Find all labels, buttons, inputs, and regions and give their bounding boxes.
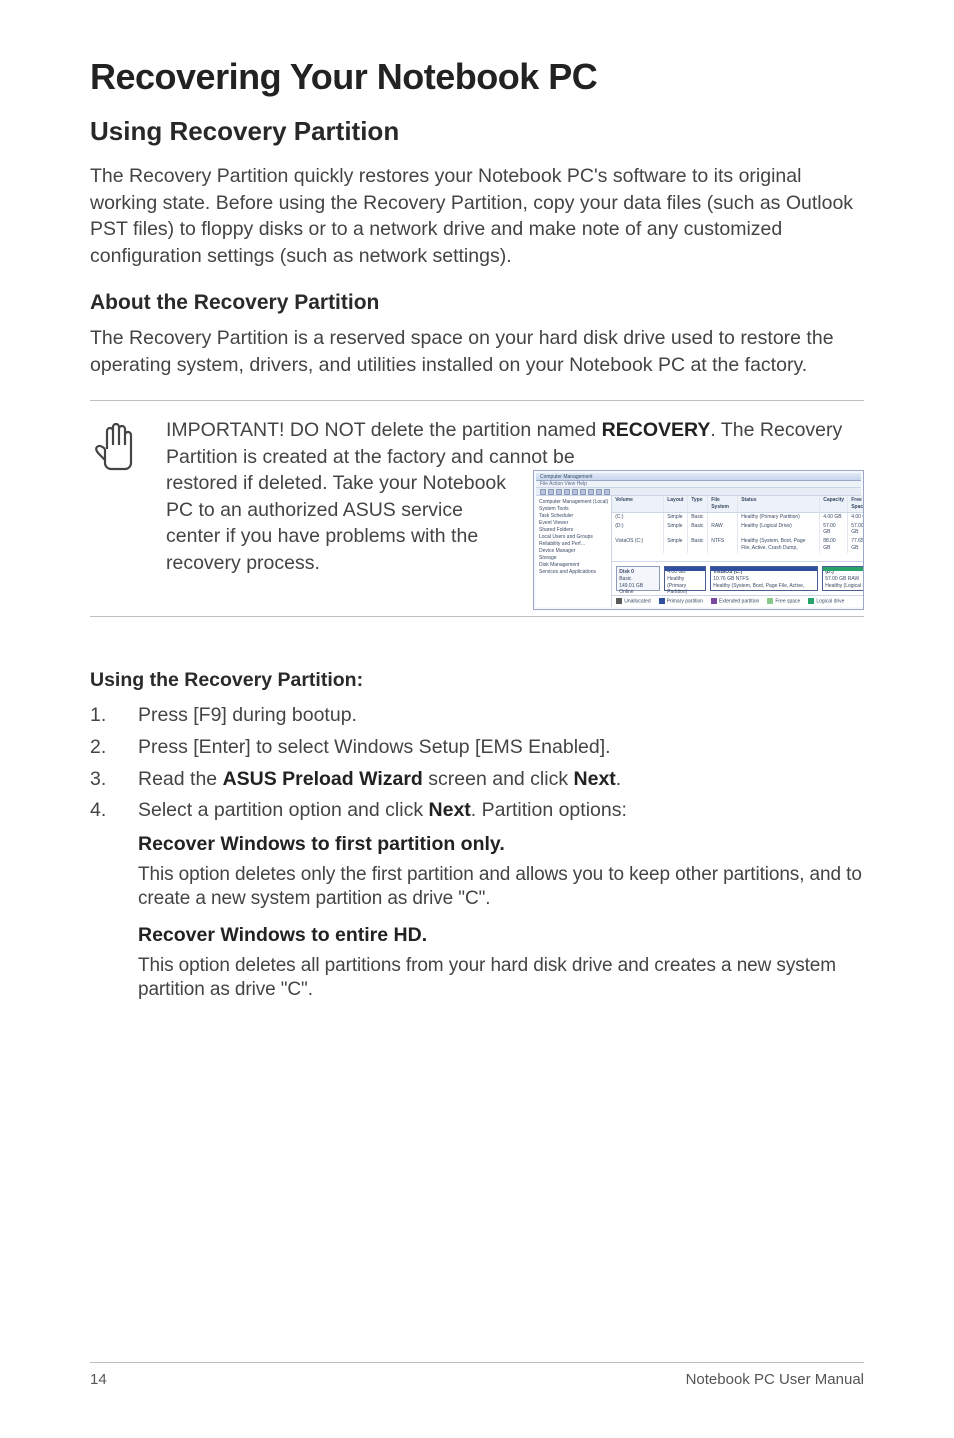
note-bottom-rule — [90, 616, 864, 617]
fig-main: VolumeLayoutTypeFile SystemStatusCapacit… — [612, 496, 864, 607]
option-title-2: Recover Windows to entire HD. — [138, 922, 864, 950]
section-heading: Using Recovery Partition — [90, 116, 864, 147]
note-top-rule — [90, 400, 864, 401]
note-bold-recovery: RECOVERY — [602, 419, 711, 441]
fig-tree: Computer Management (Local) System Tools… — [536, 496, 612, 607]
fig-toolbar — [536, 488, 861, 496]
step-2: Press [Enter] to select Windows Setup [E… — [90, 734, 864, 762]
steps-list: Press [F9] during bootup. Press [Enter] … — [90, 702, 864, 1003]
page-title: Recovering Your Notebook PC — [90, 56, 864, 98]
option-body-2: This option deletes all partitions from … — [138, 954, 864, 1003]
fig-legend: Unallocated Primary partition Extended p… — [612, 595, 864, 607]
option-title-1: Recover Windows to first partition only. — [138, 831, 864, 859]
table-row: VistaOS (C:)SimpleBasicNTFSHealthy (Syst… — [612, 537, 864, 553]
step-1: Press [F9] during bootup. — [90, 702, 864, 730]
page-number: 14 — [90, 1371, 107, 1388]
note-restored-text: restored if deleted. Take your Notebook … — [166, 470, 515, 576]
page-footer: 14 Notebook PC User Manual — [90, 1362, 864, 1388]
table-row: (D:)SimpleBasicRAWHealthy (Logical Drive… — [612, 522, 864, 538]
disk-management-screenshot: Computer Management File Action View Hel… — [533, 470, 864, 610]
fig-menubar: File Action View Help — [536, 481, 861, 488]
subsection-heading-about: About the Recovery Partition — [90, 291, 864, 315]
fig-titlebar: Computer Management — [536, 473, 861, 481]
about-paragraph: The Recovery Partition is a reserved spa… — [90, 325, 864, 378]
important-note: IMPORTANT! DO NOT delete the partition n… — [90, 411, 864, 610]
hand-icon — [90, 417, 146, 473]
step-3: Read the ASUS Preload Wizard screen and … — [90, 766, 864, 794]
note-text: IMPORTANT! DO NOT delete the partition n… — [166, 417, 864, 610]
intro-paragraph: The Recovery Partition quickly restores … — [90, 163, 864, 269]
table-row: (C:)SimpleBasicHealthy (Primary Partitio… — [612, 513, 864, 522]
option-body-1: This option deletes only the first parti… — [138, 863, 864, 912]
note-lead: IMPORTANT! DO NOT delete the partition n… — [166, 419, 602, 441]
fig-disk-graph: Disk 0 Basic 149.01 GB Online 4.00 GB He… — [612, 561, 864, 595]
subsection-heading-using: Using the Recovery Partition: — [90, 669, 864, 692]
step-4: Select a partition option and click Next… — [90, 797, 864, 1003]
footer-label: Notebook PC User Manual — [686, 1371, 864, 1388]
